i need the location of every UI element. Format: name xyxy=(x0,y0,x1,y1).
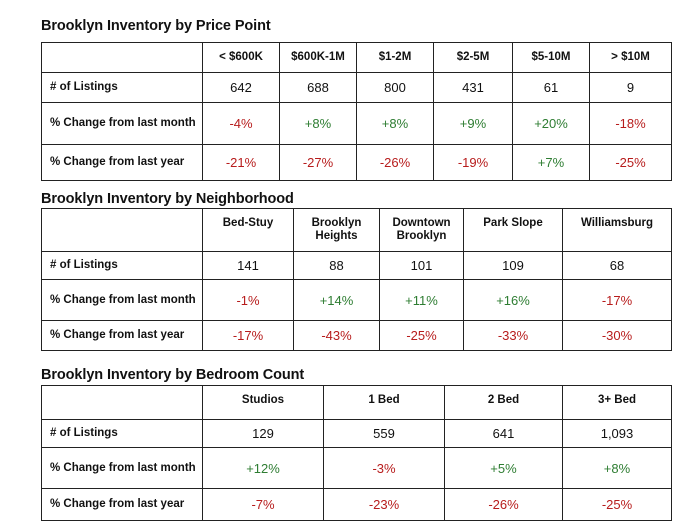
value-cell: +8% xyxy=(562,447,672,489)
value-cell: -4% xyxy=(202,102,280,145)
value-cell: 141 xyxy=(202,251,294,280)
column-header: 2 Bed xyxy=(444,385,563,420)
value-cell: 800 xyxy=(356,72,434,103)
value-cell: 688 xyxy=(279,72,357,103)
value-cell: 559 xyxy=(323,419,445,448)
value-cell: +14% xyxy=(293,279,380,321)
table-row: % Change from last year -17% -43% -25% -… xyxy=(41,320,672,351)
value-cell: +8% xyxy=(356,102,434,145)
column-header: $600K-1M xyxy=(279,42,357,73)
row-label: % Change from last month xyxy=(41,102,203,145)
row-label: % Change from last year xyxy=(41,488,203,521)
column-header: 3+ Bed xyxy=(562,385,672,420)
neighborhood-table: Bed-Stuy Brooklyn Heights Downtown Brook… xyxy=(41,208,672,351)
bedroom-count-table: Studios 1 Bed 2 Bed 3+ Bed # of Listings… xyxy=(41,385,672,521)
value-cell: -43% xyxy=(293,320,380,351)
table-row: % Change from last year -7% -23% -26% -2… xyxy=(41,488,672,521)
value-cell: -26% xyxy=(356,144,434,181)
value-cell: 68 xyxy=(562,251,672,280)
row-label: # of Listings xyxy=(41,419,203,448)
table-row: % Change from last month +12% -3% +5% +8… xyxy=(41,447,672,489)
corner-cell xyxy=(41,208,203,252)
value-cell: -27% xyxy=(279,144,357,181)
value-cell: -25% xyxy=(589,144,672,181)
value-cell: +5% xyxy=(444,447,563,489)
value-cell: -23% xyxy=(323,488,445,521)
value-cell: +16% xyxy=(463,279,563,321)
value-cell: +7% xyxy=(512,144,590,181)
value-cell: -25% xyxy=(379,320,464,351)
value-cell: -18% xyxy=(589,102,672,145)
table-row: # of Listings 642 688 800 431 61 9 xyxy=(41,72,672,103)
column-header: Studios xyxy=(202,385,324,420)
column-header: $5-10M xyxy=(512,42,590,73)
value-cell: -7% xyxy=(202,488,324,521)
value-cell: 641 xyxy=(444,419,563,448)
table-row: # of Listings 141 88 101 109 68 xyxy=(41,251,672,280)
value-cell: -17% xyxy=(562,279,672,321)
table-row: % Change from last month -4% +8% +8% +9%… xyxy=(41,102,672,145)
row-label: % Change from last year xyxy=(41,320,203,351)
value-cell: -19% xyxy=(433,144,513,181)
value-cell: -3% xyxy=(323,447,445,489)
column-header: 1 Bed xyxy=(323,385,445,420)
row-label: % Change from last month xyxy=(41,279,203,321)
column-header: Williamsburg xyxy=(562,208,672,252)
value-cell: +9% xyxy=(433,102,513,145)
value-cell: 642 xyxy=(202,72,280,103)
value-cell: 431 xyxy=(433,72,513,103)
column-header: $2-5M xyxy=(433,42,513,73)
value-cell: 129 xyxy=(202,419,324,448)
value-cell: +12% xyxy=(202,447,324,489)
value-cell: 61 xyxy=(512,72,590,103)
corner-cell xyxy=(41,385,203,420)
column-header: Downtown Brooklyn xyxy=(379,208,464,252)
table-row: # of Listings 129 559 641 1,093 xyxy=(41,419,672,448)
value-cell: +11% xyxy=(379,279,464,321)
column-header: > $10M xyxy=(589,42,672,73)
price-point-title: Brooklyn Inventory by Price Point xyxy=(41,18,271,34)
column-header: Park Slope xyxy=(463,208,563,252)
bedroom-count-title: Brooklyn Inventory by Bedroom Count xyxy=(41,367,305,383)
row-label: % Change from last year xyxy=(41,144,203,181)
column-header: $1-2M xyxy=(356,42,434,73)
value-cell: 1,093 xyxy=(562,419,672,448)
value-cell: +20% xyxy=(512,102,590,145)
column-header: Brooklyn Heights xyxy=(293,208,380,252)
neighborhood-title: Brooklyn Inventory by Neighborhood xyxy=(41,191,294,207)
column-header: < $600K xyxy=(202,42,280,73)
value-cell: -33% xyxy=(463,320,563,351)
value-cell: -30% xyxy=(562,320,672,351)
value-cell: -26% xyxy=(444,488,563,521)
row-label: % Change from last month xyxy=(41,447,203,489)
row-label: # of Listings xyxy=(41,72,203,103)
value-cell: 109 xyxy=(463,251,563,280)
row-label: # of Listings xyxy=(41,251,203,280)
table-row: % Change from last year -21% -27% -26% -… xyxy=(41,144,672,181)
value-cell: -25% xyxy=(562,488,672,521)
value-cell: -17% xyxy=(202,320,294,351)
value-cell: 101 xyxy=(379,251,464,280)
value-cell: +8% xyxy=(279,102,357,145)
column-header: Bed-Stuy xyxy=(202,208,294,252)
value-cell: 88 xyxy=(293,251,380,280)
table-row: % Change from last month -1% +14% +11% +… xyxy=(41,279,672,321)
value-cell: -1% xyxy=(202,279,294,321)
value-cell: -21% xyxy=(202,144,280,181)
price-point-table: < $600K $600K-1M $1-2M $2-5M $5-10M > $1… xyxy=(41,42,672,181)
corner-cell xyxy=(41,42,203,73)
value-cell: 9 xyxy=(589,72,672,103)
